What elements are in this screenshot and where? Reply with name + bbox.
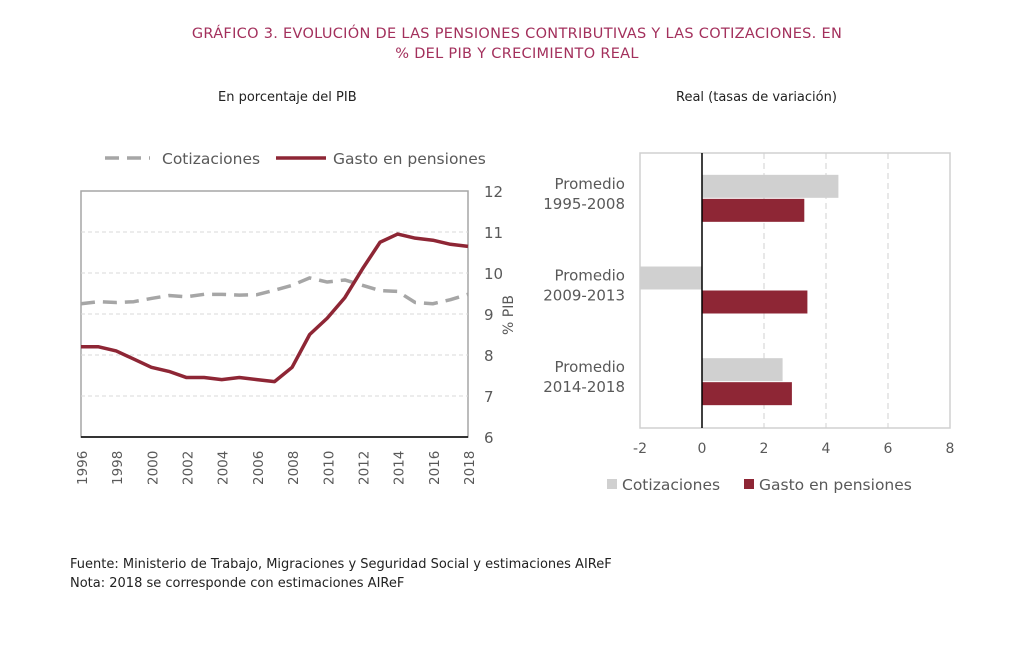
category-label: Promedio	[554, 267, 625, 285]
x-tick-label: 2002	[181, 451, 197, 485]
x-tick-label: 2010	[321, 451, 337, 485]
category-label: 2014-2018	[543, 378, 625, 396]
x-tick-label: 8	[946, 441, 955, 457]
bar-gasto	[702, 198, 805, 222]
legend-swatch-cotizaciones	[607, 479, 617, 489]
left-subtitle: En porcentaje del PIB	[218, 90, 357, 105]
x-tick-label: 4	[822, 441, 831, 457]
x-tick-label: 2008	[286, 451, 302, 485]
legend-label-gasto: Gasto en pensiones	[759, 476, 912, 494]
legend-label-cotizaciones: Cotizaciones	[622, 476, 720, 494]
x-tick-label: 1998	[110, 451, 126, 485]
line-series-cotizaciones	[80, 276, 469, 306]
line-series-gasto	[81, 232, 469, 384]
x-tick-label: 2000	[145, 451, 161, 485]
category-label: 1995-2008	[543, 195, 625, 213]
category-label: Promedio	[554, 175, 625, 193]
bar-cotizaciones	[640, 266, 702, 290]
y-tick-label: 9	[484, 306, 494, 324]
x-tick-label: 2018	[462, 451, 478, 485]
x-tick-label: 2004	[216, 451, 232, 485]
bar-gasto	[702, 290, 808, 314]
y-tick-label: 6	[484, 429, 494, 447]
x-tick-label: 2	[760, 441, 769, 457]
y-tick-label: 8	[484, 347, 494, 365]
x-tick-label: -2	[633, 441, 647, 457]
x-tick-label: 2006	[251, 451, 267, 485]
y-tick-label: 7	[484, 388, 494, 406]
legend-swatch-gasto	[744, 479, 754, 489]
bar-gasto	[702, 382, 792, 406]
category-label: Promedio	[554, 358, 625, 376]
x-tick-label: 1996	[75, 451, 91, 485]
right-plot-frame	[639, 152, 951, 429]
y-tick-label: 10	[484, 265, 503, 283]
x-tick-label: 6	[884, 441, 893, 457]
legend-label-gasto: Gasto en pensiones	[333, 150, 486, 168]
category-label: 2009-2013	[543, 287, 625, 305]
bar-cotizaciones	[702, 174, 839, 198]
x-tick-label: 2014	[392, 451, 408, 485]
bar-cotizaciones	[702, 358, 783, 382]
x-tick-label: 2012	[356, 451, 372, 485]
right-subtitle: Real (tasas de variación)	[676, 90, 837, 105]
footnote: Nota: 2018 se corresponde con estimacion…	[70, 576, 405, 591]
chart-title-line2: % DEL PIB Y CRECIMIENTO REAL	[395, 46, 639, 62]
y-axis-label: % PIB	[501, 295, 517, 335]
y-tick-label: 12	[484, 183, 503, 201]
x-tick-label: 2016	[427, 451, 443, 485]
source-note: Fuente: Ministerio de Trabajo, Migracion…	[70, 557, 612, 572]
y-tick-label: 11	[484, 224, 503, 242]
chart-title-line1: GRÁFICO 3. EVOLUCIÓN DE LAS PENSIONES CO…	[191, 26, 843, 42]
legend-label-cotizaciones: Cotizaciones	[162, 150, 260, 168]
x-tick-label: 0	[698, 441, 707, 457]
